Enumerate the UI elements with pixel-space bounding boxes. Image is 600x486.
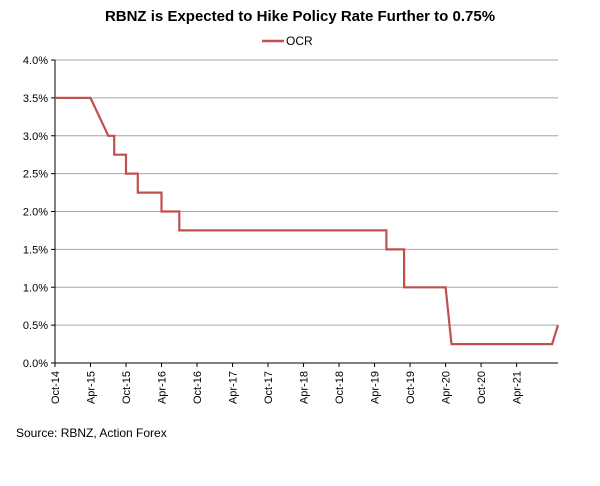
- gridlines: [55, 59, 558, 326]
- x-tick-label: Apr-17: [228, 371, 240, 404]
- x-tick-label: Oct-18: [334, 371, 346, 404]
- chart-title: RBNZ is Expected to Hike Policy Rate Fur…: [105, 8, 495, 25]
- source-note: Source: RBNZ, Action Forex: [16, 426, 167, 440]
- legend-label-ocr: OCR: [286, 34, 313, 48]
- y-tick-label: 0.0%: [23, 358, 48, 370]
- x-tick-label: Oct-20: [476, 371, 488, 404]
- y-tick-label: 1.5%: [23, 244, 48, 256]
- series-ocr: [55, 96, 560, 346]
- x-tick-label: Apr-21: [512, 371, 524, 404]
- x-tick-label: Oct-15: [121, 371, 133, 404]
- series-line-ocr: [55, 96, 560, 346]
- y-tick-label: 3.0%: [23, 131, 48, 143]
- y-tick-label: 4.0%: [23, 55, 48, 67]
- x-tick-label: Oct-14: [50, 371, 62, 404]
- x-tick-label: Apr-15: [86, 371, 98, 404]
- x-tick-label: Apr-19: [370, 371, 382, 404]
- x-tick-label: Oct-17: [263, 371, 275, 404]
- x-tick-label: Oct-19: [405, 371, 417, 404]
- x-axis-ticks: Oct-14 Apr-15 Oct-15 Apr-16 Oct-16 Apr-17 Oct-…: [50, 363, 524, 404]
- y-axis-ticks: 0.0% 0.5% 1.0% 1.5% 2.0% 2.5% 3.0% 3.5% 4.0%: [23, 55, 55, 370]
- x-tick-label: Apr-18: [299, 371, 311, 404]
- y-tick-label: 0.5%: [23, 320, 48, 332]
- x-tick-label: Oct-16: [192, 371, 204, 404]
- legend: OCR: [262, 34, 313, 48]
- y-tick-label: 2.0%: [23, 207, 48, 219]
- x-tick-label: Apr-20: [441, 371, 453, 404]
- x-tick-label: Apr-16: [157, 371, 169, 404]
- y-tick-label: 3.5%: [23, 93, 48, 105]
- y-tick-label: 1.0%: [23, 282, 48, 294]
- y-tick-label: 2.5%: [23, 169, 48, 181]
